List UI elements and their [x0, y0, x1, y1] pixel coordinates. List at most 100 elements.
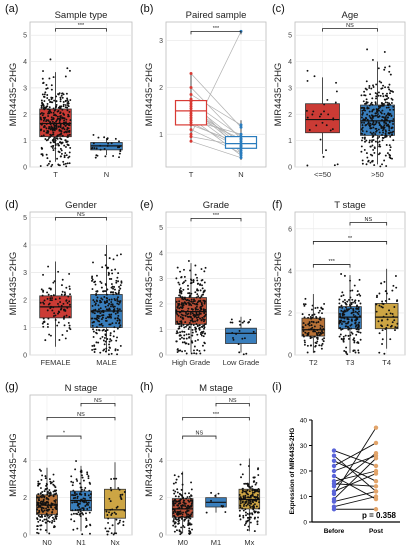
data-point [59, 116, 62, 119]
data-point [316, 334, 319, 337]
significance-bracket [182, 417, 250, 421]
data-point [309, 344, 312, 347]
data-point [110, 142, 113, 145]
data-point [115, 322, 118, 324]
data-point [113, 511, 116, 514]
data-point [344, 334, 347, 337]
y-tick-label: 1 [23, 325, 27, 332]
data-point [335, 81, 338, 84]
data-point [61, 141, 64, 144]
data-point [48, 478, 51, 481]
data-point [186, 298, 189, 301]
data-point [54, 143, 57, 145]
data-point [238, 509, 241, 512]
data-point [39, 515, 42, 518]
data-point [202, 330, 205, 333]
data-point [354, 299, 357, 302]
data-point [244, 511, 247, 514]
data-point [42, 134, 45, 137]
significance-label: *** [328, 259, 335, 265]
y-tick-label: 0 [23, 533, 27, 540]
data-point [323, 103, 326, 106]
data-point [172, 524, 175, 527]
data-point [245, 491, 248, 494]
data-point [371, 123, 374, 126]
data-point [191, 331, 194, 334]
data-point [202, 320, 205, 323]
data-point [113, 286, 116, 288]
significance-label: NS [229, 398, 237, 404]
data-point [388, 129, 391, 132]
data-point [302, 303, 305, 306]
data-point [321, 325, 324, 328]
data-point [304, 331, 307, 334]
data-point [37, 493, 40, 495]
data-point [340, 316, 343, 319]
data-point [42, 317, 45, 320]
data-point [351, 289, 354, 292]
x-tick-label: M0 [177, 538, 187, 547]
data-point [50, 88, 53, 91]
data-point [361, 126, 364, 129]
data-point [56, 135, 59, 138]
data-point [107, 521, 110, 524]
data-point [116, 254, 119, 257]
panel-label: (e) [140, 199, 153, 211]
data-point [369, 122, 372, 125]
data-point [194, 291, 197, 294]
data-point [361, 162, 364, 165]
data-point [55, 489, 58, 492]
panel-title: Gender [65, 200, 97, 211]
data-point [389, 149, 392, 151]
data-point [238, 351, 241, 354]
data-point [256, 523, 259, 526]
data-point [184, 325, 187, 328]
data-point [394, 275, 397, 277]
data-point [247, 525, 250, 528]
data-point [342, 310, 345, 313]
data-point [355, 307, 358, 310]
data-point [95, 328, 98, 331]
data-point [345, 303, 348, 306]
data-point [117, 309, 120, 312]
data-point [53, 280, 56, 283]
data-point [71, 484, 74, 487]
data-point [179, 334, 182, 337]
y-tick-label: 1 [23, 138, 27, 145]
data-point [383, 280, 386, 283]
data-point [51, 508, 54, 511]
data-point [323, 110, 325, 113]
data-point [102, 314, 105, 317]
data-point [43, 496, 46, 499]
data-point [315, 315, 318, 318]
data-point [384, 136, 387, 139]
data-point [181, 330, 184, 333]
significance-label: NS [196, 431, 204, 437]
data-point [190, 502, 193, 505]
data-point [172, 482, 175, 485]
data-point [333, 164, 336, 167]
data-point [189, 269, 192, 272]
y-tick-label: 2 [23, 495, 27, 502]
data-point [173, 492, 176, 495]
data-point [104, 527, 107, 530]
data-point [43, 106, 45, 109]
data-point [239, 142, 243, 146]
data-point [239, 499, 242, 502]
data-point [118, 319, 121, 322]
data-point [381, 329, 384, 332]
data-point [179, 270, 182, 273]
data-point [356, 304, 358, 307]
data-point [62, 302, 65, 305]
data-point [118, 326, 121, 329]
data-point [242, 505, 245, 507]
data-point [82, 513, 85, 516]
data-point [390, 102, 393, 104]
data-point [50, 116, 53, 119]
data-point [363, 133, 366, 136]
data-point [111, 322, 114, 325]
data-point [190, 494, 192, 497]
data-point [108, 277, 111, 280]
data-point [189, 532, 192, 534]
data-point [339, 316, 342, 319]
